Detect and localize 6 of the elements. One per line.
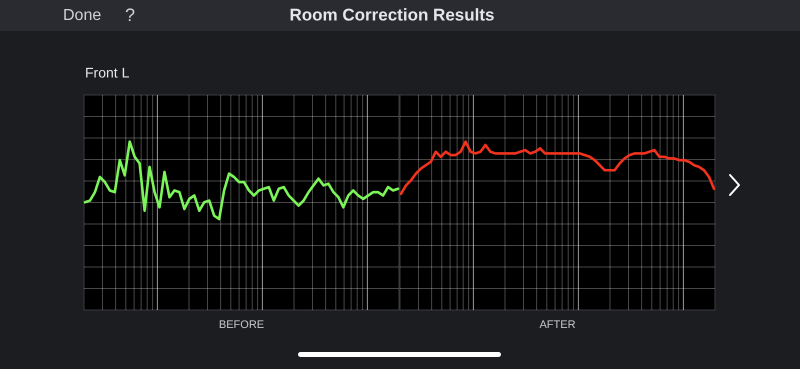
chart-subtitle: Front L [85,64,130,81]
x-axis-title: BEFORE [218,318,264,331]
text: ? [125,4,136,25]
text: Done [63,7,102,24]
chart-title: Room Correction Results [290,5,494,24]
x-axis-title: AFTER [539,318,576,331]
